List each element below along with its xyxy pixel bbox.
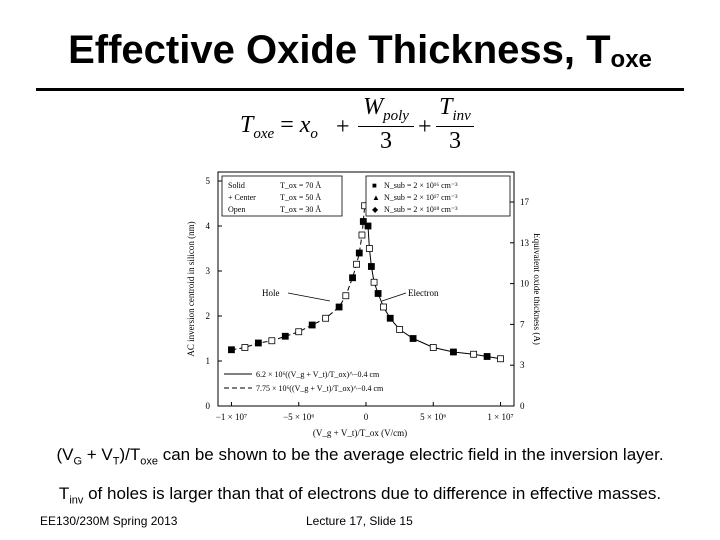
hole-data-point [359, 218, 367, 225]
fraction-tinv: Tinv 3 [436, 94, 474, 155]
legend-nsub-box [365, 175, 511, 217]
legend-nsub-entry: N_sub = 2 × 10¹⁷ cm⁻³ [384, 193, 458, 202]
legend-style-entry: Solid [228, 181, 245, 190]
electron-data-point [497, 355, 504, 363]
y2-tick-label: 10 [520, 279, 530, 289]
electron-data-point [409, 335, 417, 342]
y2-tick-label: 7 [520, 319, 525, 329]
footer-course: EE130/230M Spring 2013 [40, 514, 178, 528]
hole-data-point [322, 314, 330, 322]
title-divider [36, 88, 684, 91]
electron-data-point [483, 353, 491, 360]
electron-data-point [450, 348, 457, 356]
y-axis-label: AC inversion centroid in silicon (nm) [186, 221, 196, 356]
y2-tick-label: 17 [520, 197, 530, 207]
y-tick-label: 2 [206, 311, 211, 321]
annotation-hole-arrow [287, 292, 331, 302]
hole-data-point [228, 346, 235, 354]
electron-data-point [365, 245, 373, 252]
title-main: Effective Oxide Thickness, T [68, 28, 611, 72]
y2-axis-label: Equivalent oxide thickness (Å) [532, 233, 540, 345]
fraction-wpoly: Wpoly 3 [358, 94, 414, 155]
hole-data-point [353, 260, 360, 268]
x-tick-label: 1 × 10⁷ [487, 412, 513, 422]
fit-legend-entry: 7.75 × 10⁶((V_g + V_t)/T_ox)^−0.4 cm [256, 384, 384, 393]
legend-style-box [221, 175, 343, 217]
x-tick-label: 5 × 10⁶ [420, 412, 446, 422]
hole-data-point [295, 328, 303, 336]
hole-data-point [281, 332, 289, 340]
legend-marker: ▲ [372, 193, 380, 202]
y2-tick-label: 13 [520, 238, 530, 248]
y2-tick-label: 3 [520, 360, 525, 370]
y-tick-label: 4 [206, 221, 211, 231]
x-tick-label: −5 × 10⁶ [283, 412, 314, 422]
hole-data-point [349, 274, 356, 282]
legend-style-entry: Open [228, 205, 245, 214]
title-subscript: oxe [610, 46, 652, 73]
legend-nsub-entry: N_sub = 2 × 10¹⁸ cm⁻³ [384, 205, 458, 214]
annotation-electron: Electron [408, 288, 439, 298]
hole-data-point [268, 337, 276, 345]
electron-data-point [374, 290, 382, 297]
electron-data-point [386, 314, 394, 322]
hole-data-point [335, 303, 343, 311]
legend-marker: ◆ [372, 205, 379, 214]
body-line-tinv: Tinv of holes is larger than that of ele… [58, 484, 662, 507]
legend-tox-entry: T_ox = 50 Å [280, 193, 321, 202]
x-axis-label: (V_g + V_t)/T_ox (V/cm) [313, 428, 407, 438]
body-line-field: (VG + VT)/Toxe can be shown to be the av… [56, 445, 664, 468]
electron-data-point [367, 263, 375, 270]
hole-data-point [342, 292, 350, 300]
footer-slide-number: Lecture 17, Slide 15 [306, 514, 413, 528]
y-tick-label: 1 [206, 356, 211, 366]
y-tick-label: 0 [206, 401, 211, 411]
legend-style-entry: + Center [228, 193, 256, 202]
hole-data-point [241, 344, 249, 351]
centroid-chart: 0 1 2 3 4 5 0 3 7 10 13 17 −1 × 10⁷ −5 × 10⁶ 0 5 × 10⁶ 1… [180, 160, 540, 440]
electron-data-point [396, 326, 404, 333]
y-tick-label: 3 [206, 266, 211, 276]
hole-fit-curve [231, 205, 366, 351]
y2-tick-label: 0 [520, 401, 525, 411]
hole-data-point [355, 249, 363, 257]
x-tick-label: 0 [364, 412, 369, 422]
fit-legend-entry: 6.2 × 10⁶((V_g + V_t)/T_ox)^−0.4 cm [256, 370, 380, 379]
slide-title: Effective Oxide Thickness, Toxe [0, 28, 720, 82]
electron-data-point [380, 303, 387, 311]
legend-marker: ■ [372, 181, 377, 190]
hole-data-point [308, 321, 316, 329]
y-tick-label: 5 [206, 176, 211, 186]
electron-data-point [429, 344, 437, 351]
plus-sign: + [418, 114, 432, 140]
legend-tox-entry: T_ox = 70 Å [280, 181, 321, 190]
annotation-hole: Hole [262, 288, 280, 298]
x-tick-label: −1 × 10⁷ [216, 412, 247, 422]
plus-sign: + [336, 114, 350, 140]
legend-tox-entry: T_ox = 30 Å [280, 205, 321, 214]
electron-data-point [364, 222, 372, 230]
electron-data-point [470, 350, 478, 358]
hole-data-point [358, 231, 366, 239]
equation-lhs: Toxe = xo [240, 112, 318, 142]
annotation-electron-arrow [381, 292, 407, 302]
legend-nsub-entry: N_sub = 2 × 10¹⁶ cm⁻³ [384, 181, 458, 190]
toxe-equation: Toxe = xo + Wpoly 3 + Tinv 3 [240, 94, 480, 158]
electron-data-point [370, 278, 378, 286]
hole-data-point [254, 339, 262, 347]
